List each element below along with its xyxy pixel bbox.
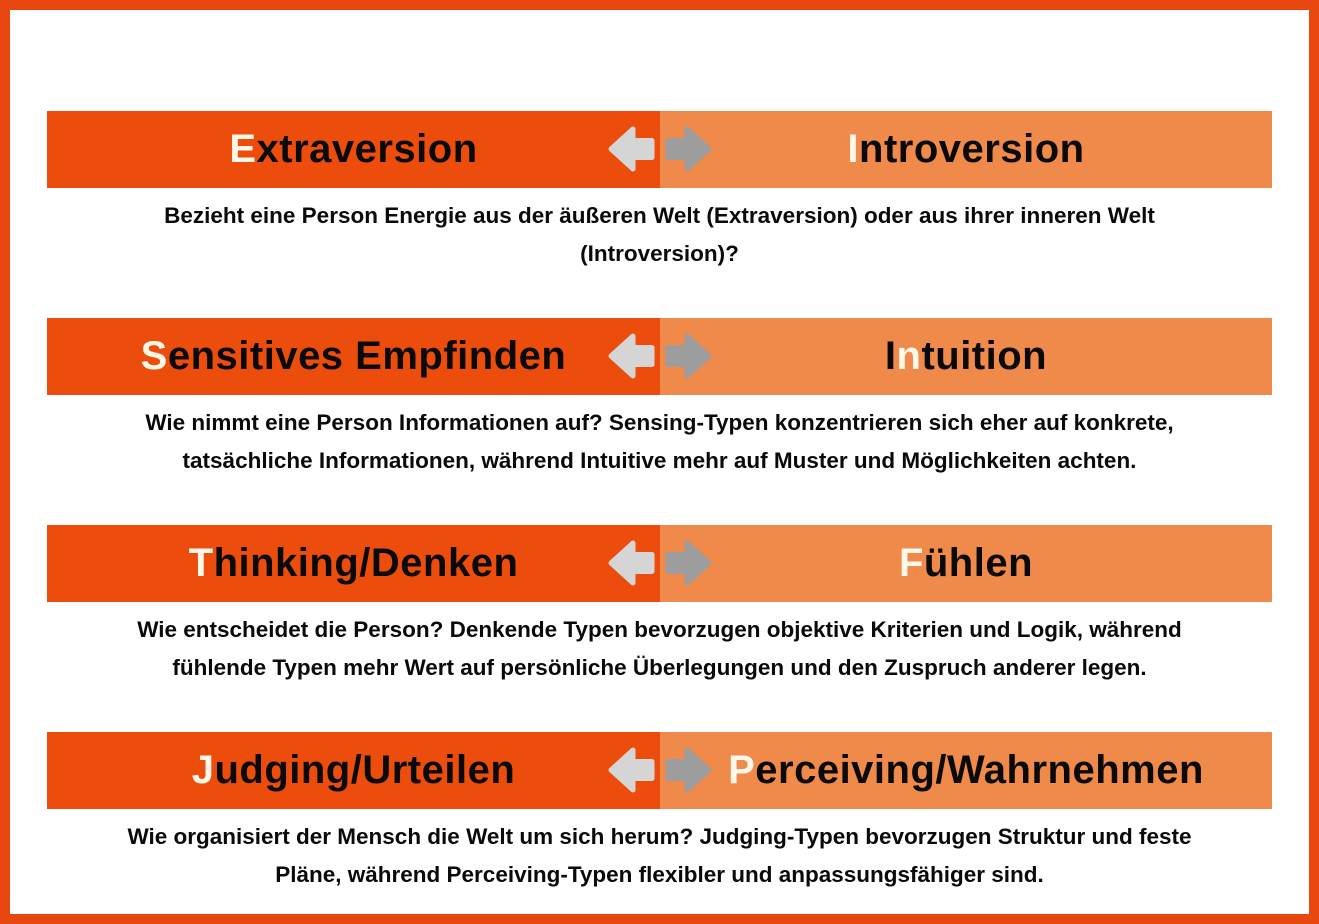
dichotomy-bar: Judging/Urteilen Perceiving/Wahrnehmen	[47, 732, 1272, 809]
arrow-right-shape	[665, 747, 712, 793]
term-rest: erceiving/Wahrnehmen	[755, 748, 1204, 792]
dichotomy-description: Wie organisiert der Mensch die Welt um s…	[127, 824, 1192, 887]
dichotomy-bar: Thinking/Denken Fühlen	[47, 525, 1272, 602]
term-highlight-letter: P	[728, 748, 756, 792]
arrow-left-shape	[608, 333, 655, 379]
arrow-right-icon	[665, 747, 712, 793]
right-term-cell: Perceiving/Wahrnehmen	[660, 732, 1272, 809]
arrow-left-icon	[608, 540, 655, 586]
right-term-label: Fühlen	[899, 541, 1033, 586]
right-term-cell: Introversion	[660, 111, 1272, 188]
left-term-cell: Judging/Urteilen	[47, 732, 660, 809]
left-term-label: Extraversion	[229, 127, 477, 172]
term-highlight-letter: E	[229, 127, 257, 171]
term-highlight-letter: T	[188, 541, 214, 585]
dichotomy-section-sensing-intuition: Sensitives Empfinden Intuition Wie nimmt…	[47, 318, 1272, 480]
left-term-cell: Thinking/Denken	[47, 525, 660, 602]
arrow-left-icon	[608, 126, 655, 172]
arrow-left-icon	[608, 747, 655, 793]
dichotomy-section-thinking-feeling: Thinking/Denken Fühlen Wie entscheidet d…	[47, 525, 1272, 687]
term-rest: ntroversion	[859, 127, 1085, 171]
term-highlight-letter: J	[191, 748, 215, 792]
arrow-left-shape	[608, 540, 655, 586]
term-highlight-letter: I	[847, 127, 860, 171]
arrow-right-shape	[665, 126, 712, 172]
arrow-right-shape	[665, 540, 712, 586]
term-highlight-letter: n	[896, 334, 922, 378]
right-term-label: Perceiving/Wahrnehmen	[728, 748, 1204, 793]
left-term-cell: Extraversion	[47, 111, 660, 188]
arrow-left-shape	[608, 126, 655, 172]
dichotomy-description: Wie nimmt eine Person Informationen auf?…	[145, 410, 1174, 473]
right-term-cell: Fühlen	[660, 525, 1272, 602]
dichotomy-description: Bezieht eine Person Energie aus der äuße…	[164, 203, 1155, 266]
term-rest: tuition	[921, 334, 1048, 378]
arrow-right-icon	[665, 333, 712, 379]
arrow-right-icon	[665, 126, 712, 172]
term-pre: I	[884, 334, 897, 378]
arrow-right-icon	[665, 540, 712, 586]
dichotomy-section-extraversion-introversion: Extraversion Introversion Bezieht eine P…	[47, 111, 1272, 273]
dichotomy-description: Wie entscheidet die Person? Denkende Typ…	[137, 617, 1182, 680]
left-term-label: Thinking/Denken	[189, 541, 519, 586]
term-rest: xtraversion	[256, 127, 478, 171]
dichotomy-bar: Sensitives Empfinden Intuition	[47, 318, 1272, 395]
term-highlight-letter: S	[140, 334, 168, 378]
dichotomy-bar: Extraversion Introversion	[47, 111, 1272, 188]
right-term-label: Introversion	[847, 127, 1084, 172]
right-term-cell: Intuition	[660, 318, 1272, 395]
arrow-left-icon	[608, 333, 655, 379]
arrow-left-shape	[608, 747, 655, 793]
term-highlight-letter: F	[898, 541, 924, 585]
dichotomy-section-judging-perceiving: Judging/Urteilen Perceiving/Wahrnehmen W…	[47, 732, 1272, 894]
left-term-label: Sensitives Empfinden	[141, 334, 567, 379]
arrow-right-shape	[665, 333, 712, 379]
right-term-label: Intuition	[885, 334, 1047, 379]
term-rest: udging/Urteilen	[214, 748, 516, 792]
left-term-cell: Sensitives Empfinden	[47, 318, 660, 395]
term-rest: ensitives Empfinden	[167, 334, 567, 378]
term-rest: ühlen	[923, 541, 1034, 585]
left-term-label: Judging/Urteilen	[192, 748, 516, 793]
term-rest: hinking/Denken	[213, 541, 519, 585]
